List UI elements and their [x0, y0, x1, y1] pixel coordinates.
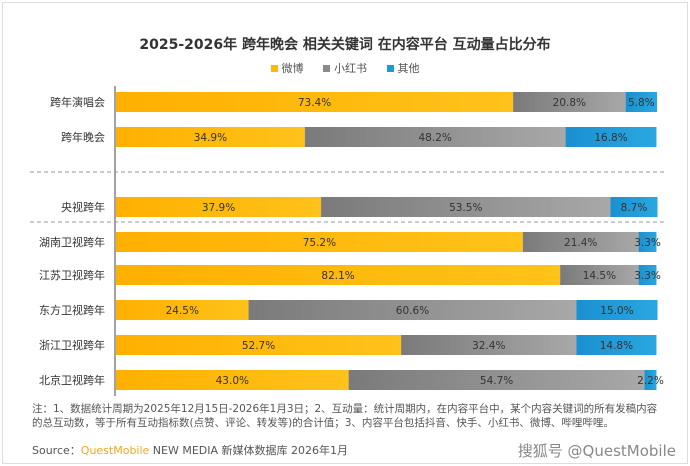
data-label: 3.3% [634, 270, 661, 282]
data-label: 34.9% [194, 132, 227, 144]
data-label: 3.3% [634, 237, 661, 249]
bar-segment [401, 335, 577, 355]
legend-label: 微博 [281, 62, 304, 75]
bar-segment [116, 127, 305, 147]
data-label: 43.0% [216, 375, 249, 387]
source-line: Source：QuestMobile NEW MEDIA 新媒体数据库 2026… [32, 442, 348, 458]
source-label: Source： [32, 444, 81, 457]
bar-segment [576, 335, 657, 355]
category-label: 跨年晚会 [61, 130, 105, 144]
bar-segment [116, 232, 523, 252]
legend-item-xiaohongshu: 小红书 [323, 60, 367, 76]
bar-segment [625, 92, 657, 112]
category-label: 浙江卫视跨年 [39, 338, 105, 352]
data-label: 21.4% [564, 237, 597, 249]
data-label: 15.0% [600, 305, 633, 317]
bar-segment [565, 127, 657, 147]
legend-item-other: 其他 [386, 60, 420, 76]
bar-segment [116, 265, 561, 285]
bar-chart: 跨年演唱会 73.4% 20.8% 5.8% 跨年晚会 34.9% 48.2% 16.8% 央视… [30, 86, 665, 396]
data-label: 82.1% [321, 270, 354, 282]
data-label: 8.7% [621, 202, 648, 214]
legend-swatch [270, 64, 278, 72]
data-label: 14.5% [583, 270, 616, 282]
category-label: 北京卫视跨年 [39, 373, 105, 387]
category-label: 湖南卫视跨年 [39, 235, 105, 249]
category-label: 江苏卫视跨年 [39, 268, 105, 282]
data-label: 20.8% [553, 97, 586, 109]
bar-segment [116, 300, 249, 320]
footnote: 注：1、数据统计周期为2025年12月15日-2026年1月3日；2、互动量：统… [32, 403, 658, 429]
bar-segment [610, 197, 658, 217]
data-label: 73.4% [298, 97, 331, 109]
legend-swatch [323, 64, 330, 72]
bar-segment [638, 265, 657, 285]
data-label: 2.2% [637, 375, 664, 387]
bar-segment [638, 232, 657, 252]
chart-title: 2025-2026年 跨年晚会 相关关键词 在内容平台 互动量占比分布 [139, 37, 551, 53]
bar-segment [348, 370, 645, 390]
data-label: 54.7% [480, 375, 513, 387]
category-label: 央视跨年 [61, 200, 105, 214]
bar-segment [513, 92, 626, 112]
data-label: 53.5% [449, 202, 482, 214]
bar-segment [116, 92, 514, 112]
bar-segment [116, 370, 349, 390]
data-label: 60.6% [396, 305, 429, 317]
legend-item-weibo: 微博 [270, 60, 304, 76]
bar-segment [522, 232, 639, 252]
legend-label: 小红书 [334, 62, 367, 75]
legend: 微博 小红书 其他 [0, 60, 690, 76]
source-brand: QuestMobile [80, 444, 150, 457]
bar-segment [576, 300, 658, 320]
data-label: 48.2% [419, 132, 452, 144]
bar-segment [644, 370, 657, 390]
legend-label: 其他 [397, 62, 420, 75]
category-label: 跨年演唱会 [50, 95, 105, 109]
bar-segment [321, 197, 611, 217]
data-label: 14.8% [600, 340, 633, 352]
legend-swatch [386, 64, 394, 72]
data-label: 52.7% [242, 340, 275, 352]
category-label: 东方卫视跨年 [39, 303, 105, 317]
watermark: 搜狐号 @QuestMobile [517, 442, 676, 460]
bar-segment [248, 300, 577, 320]
data-label: 16.8% [594, 132, 627, 144]
bar-segment [116, 335, 402, 355]
source-text: NEW MEDIA 新媒体数据库 2026年1月 [149, 444, 349, 457]
bar-segment [304, 127, 566, 147]
data-label: 37.9% [202, 202, 235, 214]
data-label: 24.5% [166, 305, 199, 317]
data-label: 75.2% [303, 237, 336, 249]
bar-segment [116, 197, 322, 217]
bar-segment [560, 265, 639, 285]
data-label: 32.4% [472, 340, 505, 352]
data-label: 5.8% [628, 97, 655, 109]
